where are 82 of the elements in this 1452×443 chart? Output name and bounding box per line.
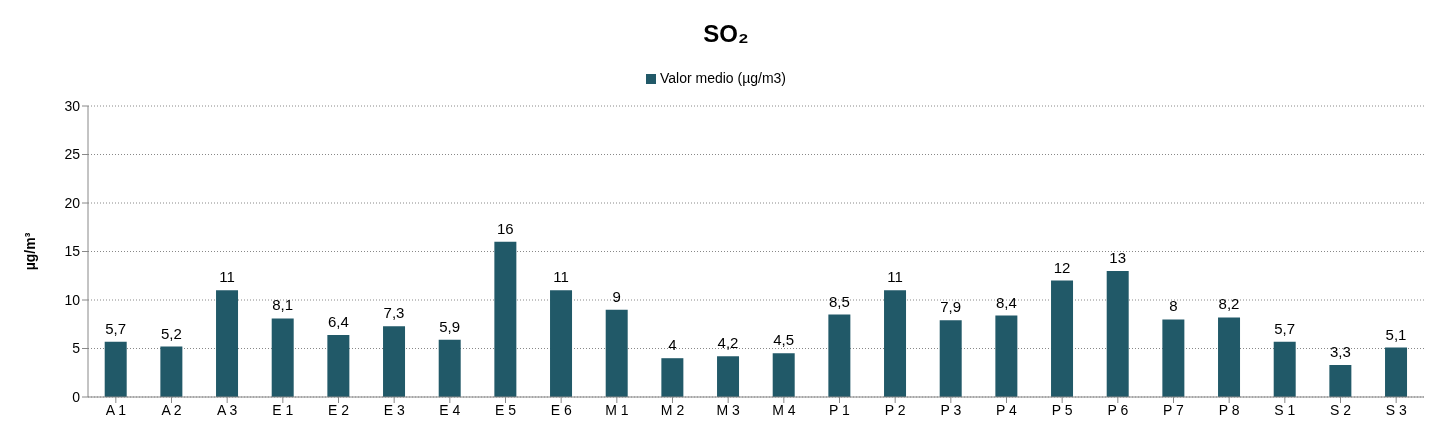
x-tick-label: M 4 xyxy=(772,401,796,418)
bar xyxy=(1162,319,1185,397)
x-tick-label: M 3 xyxy=(716,401,741,418)
data-label: 7,3 xyxy=(383,304,405,322)
data-label: 6,4 xyxy=(327,312,349,330)
y-tick-label: 0 xyxy=(72,388,81,405)
x-tick-label: P 5 xyxy=(1051,401,1073,418)
bar xyxy=(438,339,461,397)
y-tick-label: 5 xyxy=(72,340,81,357)
data-label: 11 xyxy=(887,268,903,286)
y-tick-label: 15 xyxy=(64,243,81,260)
bar xyxy=(104,341,127,397)
data-label: 9 xyxy=(612,287,621,305)
bar xyxy=(995,315,1018,397)
bar xyxy=(216,290,239,397)
chart-title: SO₂ xyxy=(703,20,749,47)
x-tick-label: E 2 xyxy=(327,401,350,418)
bar xyxy=(717,356,740,397)
data-label: 8,2 xyxy=(1218,295,1240,313)
data-label: 5,7 xyxy=(105,319,127,337)
bar xyxy=(494,241,517,397)
bar xyxy=(1106,270,1129,397)
data-label: 7,9 xyxy=(940,298,962,316)
x-tick-label: M 2 xyxy=(660,401,685,418)
data-label: 8,1 xyxy=(272,296,294,314)
data-label: 5,9 xyxy=(439,317,461,335)
data-label: 5,7 xyxy=(1274,319,1296,337)
data-label: 12 xyxy=(1053,258,1071,276)
y-axis-title: µg/m³ xyxy=(21,232,38,271)
bar xyxy=(383,326,406,397)
x-tick-label: E 3 xyxy=(383,401,405,418)
data-label: 11 xyxy=(553,268,569,286)
bar xyxy=(327,334,350,397)
data-label: 16 xyxy=(497,219,514,237)
bar xyxy=(1385,347,1408,397)
data-label: 11 xyxy=(219,268,235,286)
x-tick-label: P 1 xyxy=(829,401,851,418)
bar xyxy=(1273,341,1296,397)
data-label: 8,5 xyxy=(828,292,850,310)
x-tick-label: M 1 xyxy=(605,401,629,418)
bar xyxy=(772,353,795,397)
bar xyxy=(661,358,684,397)
bar xyxy=(1051,280,1074,397)
x-tick-label: S 2 xyxy=(1329,401,1352,418)
y-tick-label: 30 xyxy=(64,97,81,114)
bar xyxy=(271,318,294,397)
data-label: 4,2 xyxy=(717,334,739,352)
bar xyxy=(1218,317,1241,397)
bar xyxy=(160,346,183,397)
x-tick-label: E 5 xyxy=(494,401,517,418)
x-tick-label: S 1 xyxy=(1274,401,1296,418)
x-tick-label: P 7 xyxy=(1163,401,1185,418)
data-label: 5,1 xyxy=(1385,325,1407,343)
data-label: 4,5 xyxy=(773,331,795,349)
x-tick-label: A 1 xyxy=(105,401,127,418)
bar xyxy=(884,290,907,397)
data-label: 5,2 xyxy=(160,324,182,342)
x-tick-label: P 4 xyxy=(996,401,1018,418)
bar xyxy=(939,320,962,397)
data-label: 4 xyxy=(668,336,677,354)
y-tick-label: 25 xyxy=(64,146,81,163)
x-tick-label: E 1 xyxy=(272,401,294,418)
x-tick-label: S 3 xyxy=(1385,401,1407,418)
x-tick-label: A 3 xyxy=(217,401,238,418)
x-tick-label: P 6 xyxy=(1107,401,1129,418)
data-label: 3,3 xyxy=(1329,342,1351,360)
data-label: 8,4 xyxy=(995,293,1017,311)
legend-label: Valor medio (µg/m3) xyxy=(659,70,787,86)
x-tick-label: A 2 xyxy=(161,401,182,418)
data-label: 13 xyxy=(1109,248,1127,266)
x-tick-label: P 8 xyxy=(1218,401,1240,418)
bar xyxy=(550,290,573,397)
bar xyxy=(1329,364,1352,397)
bar xyxy=(828,314,851,397)
x-tick-label: P 2 xyxy=(884,401,906,418)
x-tick-label: E 4 xyxy=(439,401,461,418)
y-tick-label: 10 xyxy=(64,291,81,308)
bar xyxy=(605,309,628,397)
x-tick-label: E 6 xyxy=(550,401,572,418)
data-label: 8 xyxy=(1169,297,1178,315)
x-tick-label: P 3 xyxy=(940,401,962,418)
y-tick-label: 20 xyxy=(64,194,81,211)
